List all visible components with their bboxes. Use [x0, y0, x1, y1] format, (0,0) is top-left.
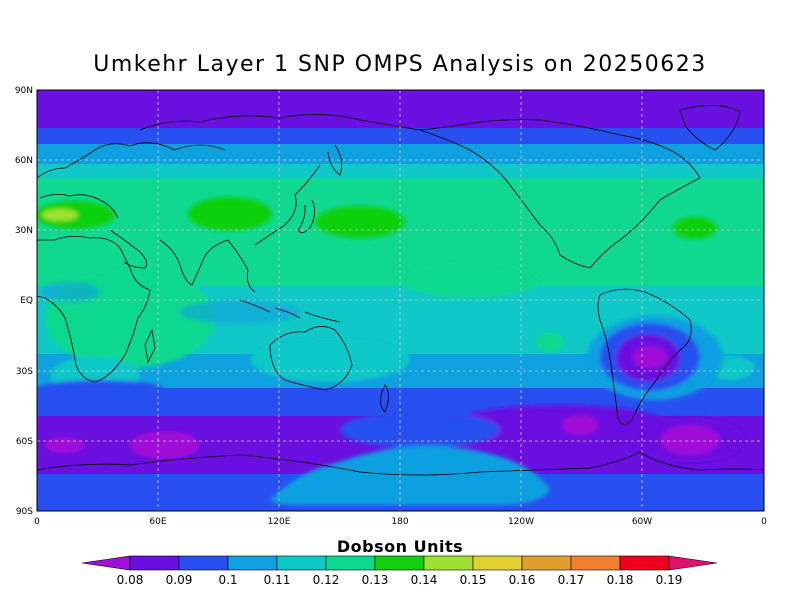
- lon-tick-60w: 60W: [632, 517, 652, 527]
- lon-tick-120w: 120W: [508, 517, 534, 527]
- coast-antarctica: [37, 451, 764, 476]
- colorbar-label: 0.11: [264, 573, 291, 587]
- lat-tick-30s: 30S: [16, 367, 33, 377]
- colorbar-swatch: [374, 555, 425, 571]
- colorbar-label: 0.16: [509, 573, 536, 587]
- coast-north-america: [419, 119, 701, 269]
- lat-tick-60s: 60S: [16, 437, 33, 447]
- lon-tick-180: 180: [391, 517, 408, 527]
- lon-tick-60e: 60E: [149, 517, 166, 527]
- lon-tick-0: 0: [34, 517, 40, 527]
- coast-africa: [37, 236, 151, 383]
- band-0.11-north: [37, 144, 764, 166]
- colorbar-title: Dobson Units: [336, 537, 464, 556]
- colorbar-swatch: [276, 555, 327, 571]
- coast-south-america: [597, 288, 692, 425]
- coast-australia: [269, 326, 353, 391]
- colorbar-label: 0.12: [313, 573, 340, 587]
- map-title: Umkehr Layer 1 SNP OMPS Analysis on 2025…: [93, 52, 707, 77]
- lat-tick-30n: 30N: [15, 226, 33, 236]
- lat-tick-90s: 90S: [16, 507, 33, 517]
- lat-tick-eq: EQ: [20, 296, 33, 306]
- colorbar-label: 0.14: [411, 573, 438, 587]
- colorbar-label: 0.19: [656, 573, 683, 587]
- colorbar-swatch: [521, 555, 572, 571]
- lat-tick-90n: 90N: [15, 86, 33, 96]
- lon-tick-0-right: 0: [761, 517, 767, 527]
- colorbar-under-arrow: [81, 555, 131, 571]
- colorbar-label: 0.08: [117, 573, 144, 587]
- colorbar-swatch: [325, 555, 376, 571]
- colorbar-over-arrow: [668, 555, 718, 571]
- colorbar-swatch: [619, 555, 670, 571]
- colorbar: 0.08 0.09 0.1 0.11 0.12 0.13 0.14 0.15 0.16 0.17 0…: [81, 555, 718, 587]
- colorbar-swatch: [227, 555, 278, 571]
- colorbar-swatch: [423, 555, 474, 571]
- band-0.13-north: [37, 178, 764, 288]
- colorbar-label: 0.18: [607, 573, 634, 587]
- coast-europe: [37, 142, 226, 179]
- lon-tick-120e: 120E: [268, 517, 291, 527]
- gridlines: [37, 90, 764, 511]
- colorbar-label: 0.1: [218, 573, 237, 587]
- colorbar-swatch: [472, 555, 523, 571]
- longitude-axis: 0 60E 120E 180 120W 60W 0: [34, 517, 767, 527]
- ozone-field: [37, 90, 764, 511]
- colorbar-label: 0.15: [460, 573, 487, 587]
- map-frame: [36, 89, 765, 512]
- colorbar-swatch: [178, 555, 229, 571]
- band-arctic-0.09: [37, 128, 764, 146]
- band-0.12-north: [37, 164, 764, 180]
- colorbar-label: 0.17: [558, 573, 585, 587]
- band-arctic-0.08: [37, 90, 764, 130]
- colorbar-label: 0.13: [362, 573, 389, 587]
- latitude-axis: 90N 60N 30N EQ 30S 60S 90S: [15, 86, 33, 517]
- lat-tick-60n: 60N: [15, 156, 33, 166]
- colorbar-label: 0.09: [166, 573, 193, 587]
- colorbar-swatch: [129, 555, 180, 571]
- coastlines: [37, 105, 764, 476]
- colorbar-swatch: [570, 555, 621, 571]
